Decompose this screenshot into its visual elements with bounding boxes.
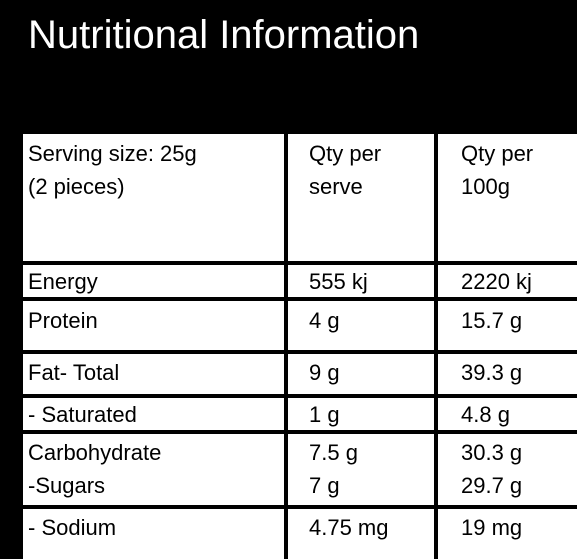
saturated-serve-value: 1 g	[309, 402, 340, 427]
sodium-serve-cell: 4.75 mg	[288, 509, 434, 559]
qty-per-100g-line1: Qty per	[461, 141, 534, 166]
fat-total-label: Fat- Total	[28, 360, 120, 385]
sugars-label: -Sugars	[28, 473, 106, 498]
fat-total-100g-value: 39.3 g	[461, 360, 523, 385]
qty-per-serve-header: Qty per serve	[288, 134, 434, 261]
energy-label: Energy	[28, 269, 98, 294]
sugars-100g-value: 29.7 g	[461, 473, 523, 498]
protein-serve-cell: 4 g	[288, 301, 434, 350]
energy-label-cell: Energy	[23, 265, 284, 297]
qty-per-serve-line2: serve	[309, 174, 363, 199]
protein-100g-cell: 15.7 g	[438, 301, 577, 350]
carbohydrate-serve-cell: 7.5 g 7 g	[288, 434, 434, 505]
qty-per-100g-line2: 100g	[461, 174, 510, 199]
panel-title: Nutritional Information	[28, 13, 420, 57]
fat-total-serve-value: 9 g	[309, 360, 340, 385]
energy-serve-value: 555 kj	[309, 269, 368, 294]
serving-pieces-label: (2 pieces)	[28, 174, 125, 199]
sodium-100g-value: 19 mg	[461, 515, 523, 540]
sodium-100g-cell: 19 mg	[438, 509, 577, 559]
fat-total-serve-cell: 9 g	[288, 354, 434, 394]
carbohydrate-100g-value: 30.3 g	[461, 440, 523, 465]
carbohydrate-label: Carbohydrate	[28, 440, 162, 465]
qty-per-100g-header: Qty per 100g	[438, 134, 577, 261]
serving-size-cell: Serving size: 25g (2 pieces)	[23, 134, 284, 261]
carbohydrate-100g-cell: 30.3 g 29.7 g	[438, 434, 577, 505]
carbohydrate-label-cell: Carbohydrate -Sugars	[23, 434, 284, 505]
title-bar: Nutritional Information	[0, 0, 577, 130]
sodium-label-cell: - Sodium	[23, 509, 284, 559]
sugars-serve-value: 7 g	[309, 473, 340, 498]
qty-per-serve-line1: Qty per	[309, 141, 382, 166]
saturated-serve-cell: 1 g	[288, 398, 434, 430]
serving-size-label: Serving size: 25g	[28, 141, 197, 166]
energy-100g-value: 2220 kj	[461, 269, 532, 294]
protein-label: Protein	[28, 308, 98, 333]
sodium-label: - Sodium	[28, 515, 117, 540]
carbohydrate-serve-value: 7.5 g	[309, 440, 358, 465]
energy-100g-cell: 2220 kj	[438, 265, 577, 297]
fat-total-100g-cell: 39.3 g	[438, 354, 577, 394]
saturated-100g-value: 4.8 g	[461, 402, 510, 427]
sodium-serve-value: 4.75 mg	[309, 515, 389, 540]
protein-label-cell: Protein	[23, 301, 284, 350]
protein-100g-value: 15.7 g	[461, 308, 523, 333]
fat-total-label-cell: Fat- Total	[23, 354, 284, 394]
energy-serve-cell: 555 kj	[288, 265, 434, 297]
saturated-100g-cell: 4.8 g	[438, 398, 577, 430]
saturated-label-cell: - Saturated	[23, 398, 284, 430]
protein-serve-value: 4 g	[309, 308, 340, 333]
saturated-label: - Saturated	[28, 402, 137, 427]
